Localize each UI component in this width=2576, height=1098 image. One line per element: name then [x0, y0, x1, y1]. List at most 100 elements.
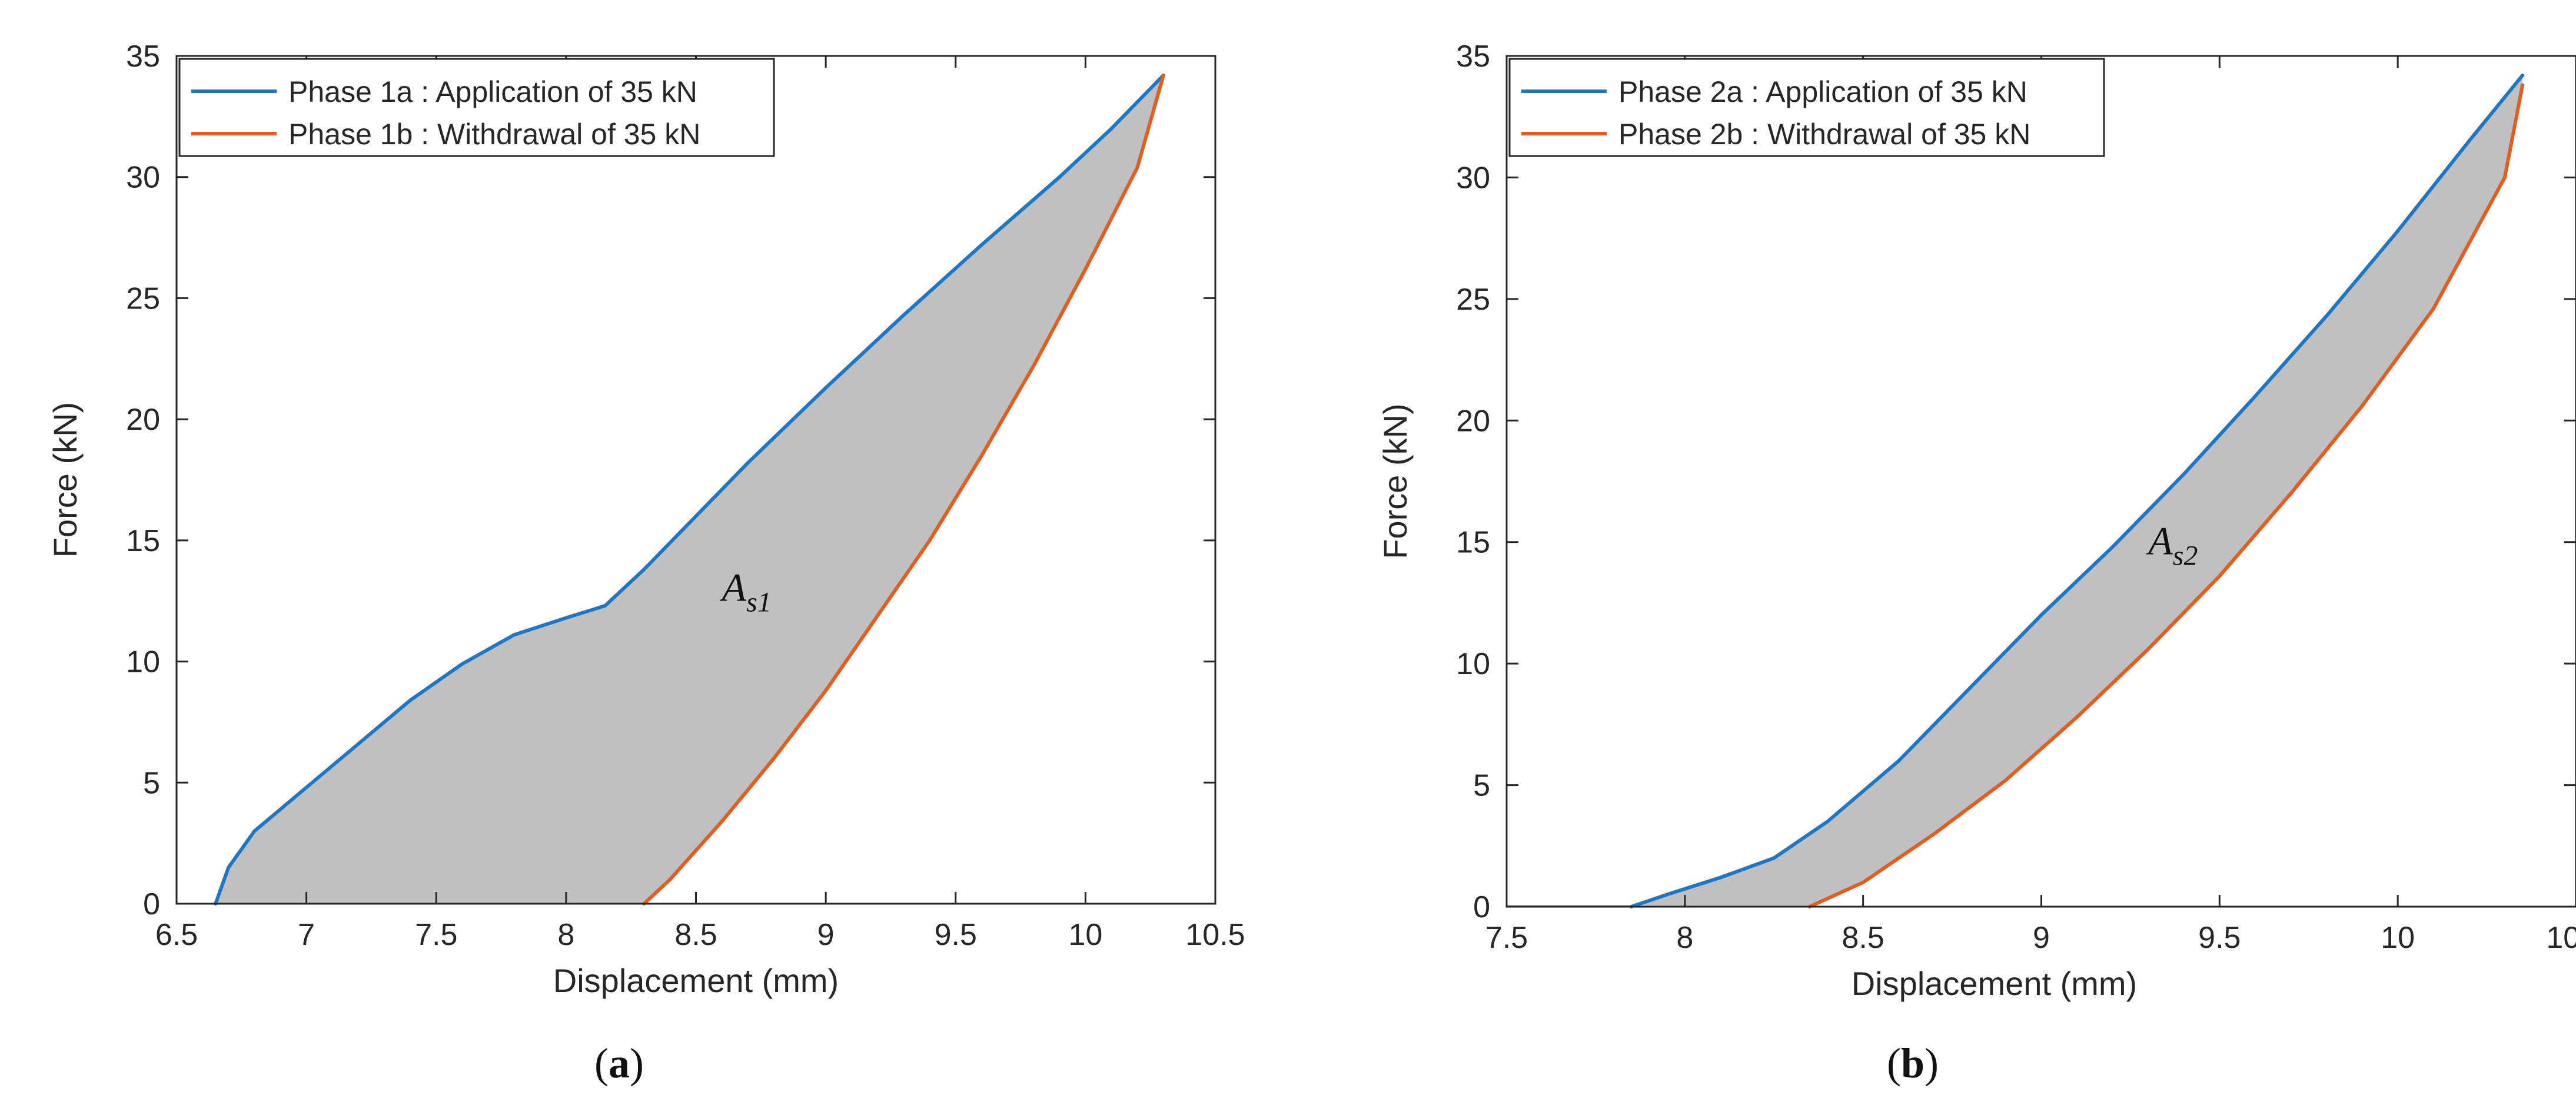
- y-tick-label: 15: [1456, 526, 1490, 560]
- area-label-base: A: [2146, 518, 2173, 563]
- y-tick-label: 10: [126, 645, 160, 679]
- y-axis-label: Force (kN): [46, 402, 84, 558]
- data-point-application: [252, 829, 257, 833]
- area-label-base: A: [720, 565, 747, 610]
- data-point-application: [694, 514, 698, 518]
- data-point-withdrawal: [1083, 267, 1088, 271]
- panel-caption-letter: b: [1901, 1040, 1924, 1087]
- panel-caption: (b): [1887, 1040, 1939, 1087]
- data-point-application: [1968, 686, 1972, 690]
- data-point-withdrawal: [1161, 73, 1165, 77]
- data-point-application: [564, 616, 568, 620]
- panel-caption-letter: a: [609, 1040, 630, 1087]
- x-tick-label: 7: [298, 918, 315, 952]
- data-point-application: [979, 243, 983, 247]
- area-label: As2: [2146, 518, 2198, 571]
- data-point-application: [1772, 856, 1776, 860]
- data-point-withdrawal: [2003, 778, 2007, 782]
- x-tick-label: 8.5: [674, 918, 717, 952]
- x-axis-label: Displacement (mm): [553, 962, 839, 999]
- data-point-application: [1109, 127, 1114, 131]
- data-point-application: [1897, 759, 1901, 763]
- x-tick-label: 10: [1068, 918, 1102, 952]
- data-point-application: [304, 785, 308, 790]
- data-point-application: [2521, 74, 2525, 77]
- y-tick-label: 25: [126, 281, 160, 316]
- data-point-application: [902, 313, 906, 317]
- x-tick-label: 9: [2033, 921, 2050, 955]
- data-point-withdrawal: [1861, 880, 1865, 884]
- data-point-application: [2110, 545, 2115, 549]
- data-point-withdrawal: [1932, 832, 1936, 836]
- data-point-withdrawal: [1135, 165, 1139, 170]
- x-tick-label: 10: [2381, 921, 2415, 955]
- panel-caption: (a): [594, 1040, 644, 1087]
- x-tick-label: 10.5: [2546, 921, 2576, 955]
- data-point-application: [1058, 175, 1062, 179]
- data-point-application: [824, 386, 828, 390]
- data-point-application: [1665, 893, 1669, 897]
- series-line-withdrawal: [1809, 84, 2525, 907]
- legend-label-withdrawal: Phase 2b : Withdrawal of 35 kN: [1618, 118, 2030, 151]
- y-tick-label: 5: [143, 766, 160, 800]
- data-point-withdrawal: [2360, 404, 2364, 408]
- x-tick-label: 6.5: [155, 918, 198, 952]
- y-tick-label: 20: [126, 403, 160, 437]
- chart-panel-a: 6.5 7 7.5 8 8.5 9 9.5 10 10.5 0 5 10 15 20 25 30 35 Displ…: [46, 39, 1245, 1087]
- data-point-withdrawal: [2218, 574, 2222, 578]
- panel-caption-open: (: [594, 1040, 609, 1087]
- data-point-withdrawal: [1032, 364, 1036, 368]
- y-tick-label: 15: [126, 524, 160, 558]
- x-tick-label: 8: [1676, 921, 1693, 955]
- data-point-withdrawal: [979, 453, 983, 457]
- panel-caption-open: (: [1887, 1040, 1901, 1087]
- data-point-application: [2325, 314, 2328, 318]
- data-point-application: [460, 662, 464, 666]
- data-point-application: [227, 865, 231, 870]
- series-line-withdrawal: [643, 75, 1165, 904]
- data-point-application: [1826, 820, 1830, 824]
- y-tick-label: 35: [1456, 39, 1490, 74]
- data-point-application: [2396, 229, 2400, 233]
- panel-caption-close: ): [1924, 1040, 1939, 1087]
- legend-label-withdrawal: Phase 1b : Withdrawal of 35 kN: [288, 118, 700, 151]
- chart-panel-b: 7.5 8 8.5 9 9.5 10 10.5 0 5 10 15 20 25 30 35 Displacem…: [1377, 39, 2576, 1087]
- legend: Phase 2a : Application of 35 kN Phase 2b …: [1508, 58, 2105, 157]
- data-point-withdrawal: [876, 613, 880, 618]
- y-tick-label: 5: [1473, 769, 1490, 803]
- x-axis-label: Displacement (mm): [1852, 965, 2137, 1002]
- data-point-withdrawal: [824, 688, 828, 692]
- data-point-application: [2182, 472, 2186, 476]
- shaded-area: [215, 75, 1164, 904]
- data-point-application: [642, 568, 646, 572]
- area-label-subscript: s1: [746, 587, 772, 618]
- data-point-application: [2253, 394, 2257, 398]
- y-tick-label: 0: [1473, 890, 1490, 924]
- data-point-withdrawal: [772, 757, 776, 761]
- data-point-application: [356, 742, 360, 746]
- data-point-withdrawal: [668, 877, 672, 881]
- y-axis-label: Force (kN): [1377, 403, 1414, 559]
- legend: Phase 1a : Application of 35 kN Phase 1b …: [178, 58, 775, 157]
- x-tick-label: 10.5: [1185, 918, 1245, 952]
- y-tick-label: 10: [1456, 647, 1490, 681]
- x-tick-label: 9: [817, 918, 835, 952]
- legend-label-application: Phase 2a : Application of 35 kN: [1618, 75, 2027, 108]
- y-tick-label: 20: [1456, 404, 1490, 438]
- x-tick-label: 7.5: [1485, 921, 1528, 955]
- data-point-withdrawal: [2521, 83, 2525, 87]
- area-label: As1: [720, 565, 772, 618]
- x-tick-label: 9.5: [935, 918, 977, 952]
- x-tick-label: 8: [557, 918, 574, 952]
- y-tick-label: 0: [143, 887, 160, 921]
- y-tick-label: 35: [126, 39, 160, 74]
- data-point-application: [603, 603, 607, 608]
- data-point-withdrawal: [928, 538, 932, 542]
- y-tick-label: 30: [126, 161, 160, 195]
- y-tick-label: 25: [1456, 283, 1490, 317]
- x-tick-label: 8.5: [1842, 921, 1884, 955]
- data-point-withdrawal: [2502, 175, 2507, 180]
- data-point-withdrawal: [2431, 307, 2435, 311]
- data-point-application: [2467, 139, 2471, 143]
